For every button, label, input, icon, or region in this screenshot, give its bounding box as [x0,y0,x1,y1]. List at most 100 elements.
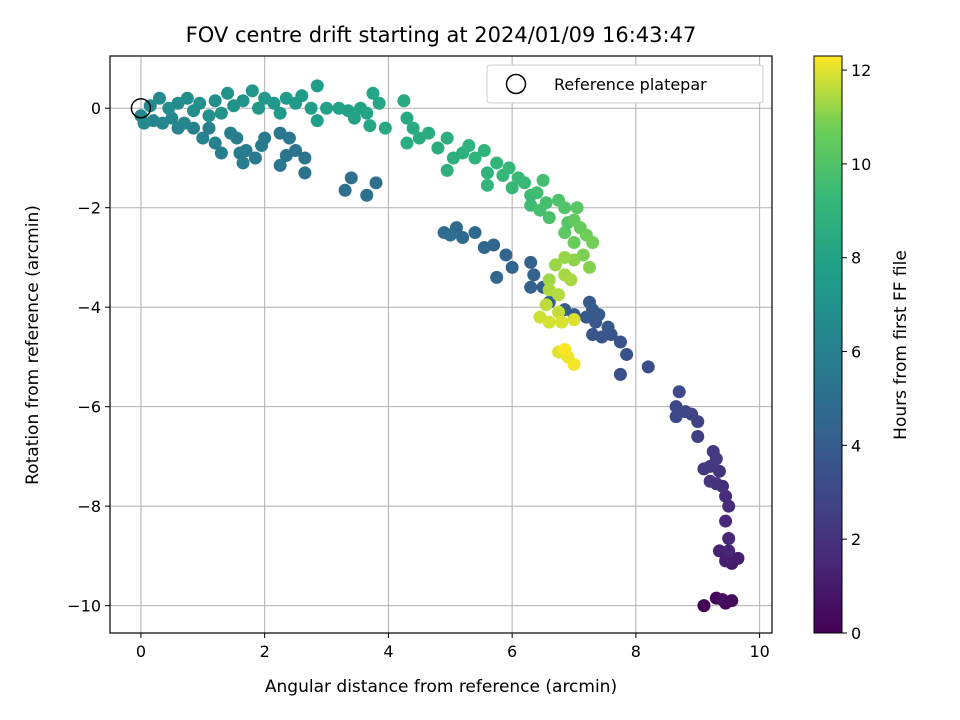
colorbar-tick-label: 8 [851,249,861,268]
y-axis-label: Rotation from reference (arcmin) [23,205,43,485]
data-point [468,151,482,165]
data-point [273,158,287,172]
x-tick-label: 10 [749,642,769,661]
data-point [248,151,262,165]
data-point [378,121,392,135]
data-point [208,94,222,108]
data-point [400,136,414,150]
colorbar-tick-label: 2 [851,530,861,549]
x-tick-label: 0 [136,642,146,661]
data-point [719,514,733,528]
data-point [490,270,504,284]
data-point [236,94,250,108]
data-point [558,250,572,264]
x-tick-label: 2 [260,642,270,661]
data-point [567,357,581,371]
chart-title: FOV centre drift starting at 2024/01/09 … [186,23,697,47]
x-tick-label: 4 [383,642,393,661]
y-tick-label: −2 [77,199,101,218]
data-point [601,320,615,334]
colorbar-tick-label: 10 [851,155,871,174]
data-point [202,109,216,123]
data-point [310,79,324,93]
data-point [555,315,569,329]
reference-marker-legend-icon [505,73,527,95]
x-axis-label: Angular distance from reference (arcmin) [265,677,617,697]
data-point [273,126,287,140]
data-point [552,288,566,302]
plot-frame [109,55,773,634]
data-point [669,400,683,414]
data-point [363,119,377,133]
data-point [310,114,324,128]
data-point [613,367,627,381]
data-point [406,121,420,135]
data-point [456,231,470,245]
y-tick-label: −6 [77,398,101,417]
data-point [236,156,250,170]
data-point [722,499,736,513]
data-point [641,360,655,374]
data-point [582,260,596,274]
x-tick-label: 8 [631,642,641,661]
legend-box [486,64,764,104]
data-point [214,146,228,160]
data-point [480,166,494,180]
data-point [536,173,550,187]
data-point [722,544,736,558]
data-point [672,385,686,399]
data-point [499,248,513,262]
colorbar: 0 2 4 6 8 10 12 Hours from first FF file [813,55,911,643]
data-point [524,280,538,294]
data-point [524,255,538,269]
data-point [570,201,584,215]
y-tick-label: 0 [91,99,101,118]
data-point [533,203,547,217]
colorbar-gradient [813,55,843,634]
data-point [360,106,374,120]
data-point [298,151,312,165]
data-point [208,136,222,150]
legend: Reference platepar [486,64,764,104]
colorbar-ticks: 0 2 4 6 8 10 12 [842,61,871,643]
data-point [221,86,235,100]
data-point [462,139,476,153]
data-point [558,342,572,356]
data-point [586,328,600,342]
data-point [697,599,711,613]
data-point [443,228,457,242]
data-point [171,121,185,135]
data-point [344,171,358,185]
data-point [397,94,411,108]
data-point [440,163,454,177]
data-point [480,178,494,192]
data-point [360,188,374,202]
data-point [490,156,504,170]
data-point [477,144,491,158]
data-point [304,101,318,115]
data-point [567,236,581,250]
data-point [431,141,445,155]
data-point [134,109,148,123]
data-point [719,489,733,503]
reference-platepar-marker [130,97,152,119]
data-point [669,410,683,424]
data-point [152,91,166,105]
y-axis-ticks: 0 −2 −4 −6 −8 −10 [67,99,110,616]
data-point [712,544,726,558]
data-point [202,121,216,135]
colorbar-tick-label: 0 [851,624,861,643]
data-point [369,176,383,190]
data-point [502,161,516,175]
data-point [400,111,414,125]
data-point [366,86,380,100]
data-point [542,315,556,329]
data-point [347,111,361,125]
data-point [722,531,736,545]
data-point [558,201,572,215]
data-point [180,91,194,105]
x-tick-label: 6 [507,642,517,661]
data-point [505,181,519,195]
data-point [245,84,259,98]
data-point [193,96,207,110]
